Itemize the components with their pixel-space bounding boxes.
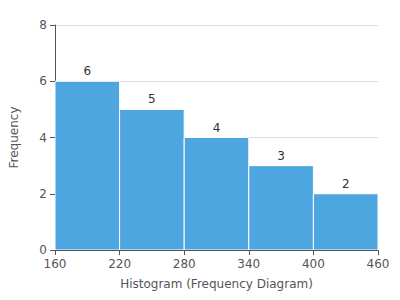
- svg-text:4: 4: [39, 131, 47, 145]
- svg-text:Histogram (Frequency Diagram): Histogram (Frequency Diagram): [120, 277, 313, 291]
- svg-text:340: 340: [237, 257, 260, 271]
- svg-text:460: 460: [367, 257, 390, 271]
- svg-text:6: 6: [39, 74, 47, 88]
- svg-text:160: 160: [44, 257, 67, 271]
- svg-text:220: 220: [108, 257, 131, 271]
- svg-text:5: 5: [148, 92, 156, 106]
- svg-text:Frequency: Frequency: [7, 107, 21, 169]
- svg-text:400: 400: [302, 257, 325, 271]
- svg-text:0: 0: [39, 243, 47, 257]
- svg-text:4: 4: [213, 121, 221, 135]
- svg-text:2: 2: [342, 177, 350, 191]
- svg-text:2: 2: [39, 187, 47, 201]
- svg-text:6: 6: [83, 64, 91, 78]
- svg-text:8: 8: [39, 18, 47, 32]
- svg-text:3: 3: [277, 149, 285, 163]
- svg-text:280: 280: [173, 257, 196, 271]
